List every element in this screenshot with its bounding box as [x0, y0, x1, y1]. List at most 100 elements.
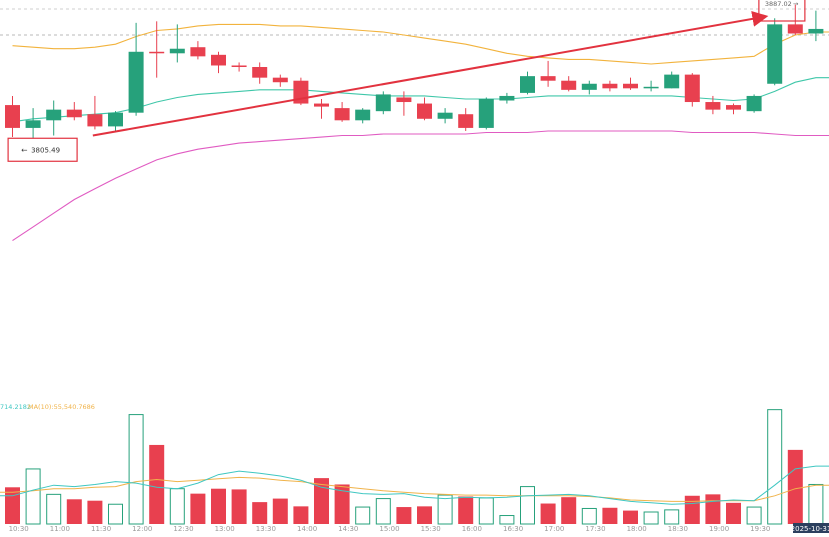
candle-body — [499, 96, 514, 101]
time-axis-label: 14:00 — [297, 525, 317, 533]
time-axis-label: 19:00 — [709, 525, 729, 533]
high-price-label: 3887.02 — [765, 0, 792, 8]
volume-ma10-line — [0, 477, 829, 501]
volume-bar — [768, 410, 782, 524]
candle-body — [644, 87, 659, 89]
candle-body — [149, 52, 164, 54]
volume-bar — [417, 506, 432, 524]
volume-bar — [87, 501, 102, 524]
volume-ma10-legend: MA(10):55,540.7686 — [28, 403, 95, 411]
volume-bar — [726, 503, 741, 524]
volume-bar — [109, 504, 123, 524]
candle-body — [5, 105, 20, 128]
candle-body — [479, 99, 494, 128]
time-axis-label: 12:30 — [173, 525, 193, 533]
candle-body — [335, 108, 350, 120]
volume-bar — [582, 508, 596, 524]
volume-bar — [376, 499, 390, 524]
candle-body — [458, 114, 473, 128]
volume-bar — [665, 510, 679, 524]
candle-body — [67, 110, 82, 118]
volume-bar — [623, 511, 638, 524]
candle-body — [582, 84, 597, 90]
time-axis-label: 16:30 — [503, 525, 523, 533]
volume-bar — [252, 502, 267, 524]
volume-bar — [293, 506, 308, 524]
candle-body — [211, 55, 226, 66]
candle-body — [46, 110, 61, 121]
time-axis-label: 16:00 — [462, 525, 482, 533]
time-axis-label: 11:00 — [50, 525, 70, 533]
candle-body — [705, 102, 720, 110]
candle-body — [747, 96, 762, 111]
candle-body — [602, 84, 617, 89]
volume-ma5-legend: 714.2182 — [0, 403, 31, 411]
candle-body — [541, 76, 556, 81]
band-lower-line — [13, 131, 829, 241]
volume-bar — [67, 499, 82, 524]
volume-bar — [356, 507, 370, 524]
candle-body — [623, 84, 638, 89]
time-axis-label: 17:30 — [585, 525, 605, 533]
volume-bar — [685, 496, 700, 524]
time-axis-label: 11:30 — [91, 525, 111, 533]
time-axis-label: 10:30 — [9, 525, 29, 533]
volume-bar — [561, 497, 576, 524]
candle-body — [376, 94, 391, 111]
volume-bar — [129, 415, 143, 524]
candle-body — [129, 52, 144, 113]
volume-bar — [809, 484, 823, 524]
volume-bar — [232, 489, 247, 524]
time-axis-label: 18:30 — [668, 525, 688, 533]
volume-bar — [190, 494, 205, 524]
candle-body — [664, 75, 679, 89]
volume-bar — [5, 487, 20, 524]
high-marker-arrow: → — [793, 0, 799, 8]
time-axis-label: 15:00 — [379, 525, 399, 533]
candle-body — [561, 81, 576, 90]
time-axis-label: 13:00 — [215, 525, 235, 533]
candle-body — [273, 78, 288, 83]
volume-bar — [788, 450, 803, 524]
time-axis-label: 18:00 — [627, 525, 647, 533]
volume-bar — [149, 445, 164, 524]
candle-body — [788, 24, 803, 33]
time-axis-label: 13:30 — [256, 525, 276, 533]
volume-bar — [170, 489, 184, 524]
volume-bar — [47, 494, 61, 524]
candle-body — [767, 24, 782, 83]
candle-body — [108, 113, 123, 127]
candle-body — [396, 97, 411, 102]
candle-body — [252, 67, 267, 78]
time-axis-label: 17:00 — [544, 525, 564, 533]
candle-body — [190, 47, 205, 56]
volume-bar — [26, 469, 40, 524]
time-axis-label: 15:30 — [421, 525, 441, 533]
volume-bar — [273, 499, 288, 524]
volume-bar — [602, 508, 617, 524]
candle-body — [355, 110, 370, 121]
low-price-label: 3805.49 — [31, 146, 60, 154]
candle-body — [808, 29, 823, 34]
candle-body — [232, 65, 247, 67]
volume-bar — [541, 504, 556, 524]
candle-body — [26, 120, 41, 128]
candle-body — [314, 104, 329, 107]
volume-bar — [500, 516, 514, 524]
volume-bar — [438, 495, 452, 524]
candle-body — [438, 113, 453, 119]
candle-body — [87, 114, 102, 126]
candle-body — [685, 75, 700, 102]
volume-bar — [521, 487, 535, 524]
volume-ma5-line — [0, 466, 829, 504]
candle-body — [170, 49, 185, 54]
volume-bar — [458, 496, 473, 524]
time-axis-label: 14:30 — [338, 525, 358, 533]
volume-bar — [211, 489, 226, 524]
time-axis-label: 19:30 — [750, 525, 770, 533]
volume-bar — [747, 507, 761, 524]
candle-body — [520, 76, 535, 93]
volume-bar — [479, 498, 493, 524]
